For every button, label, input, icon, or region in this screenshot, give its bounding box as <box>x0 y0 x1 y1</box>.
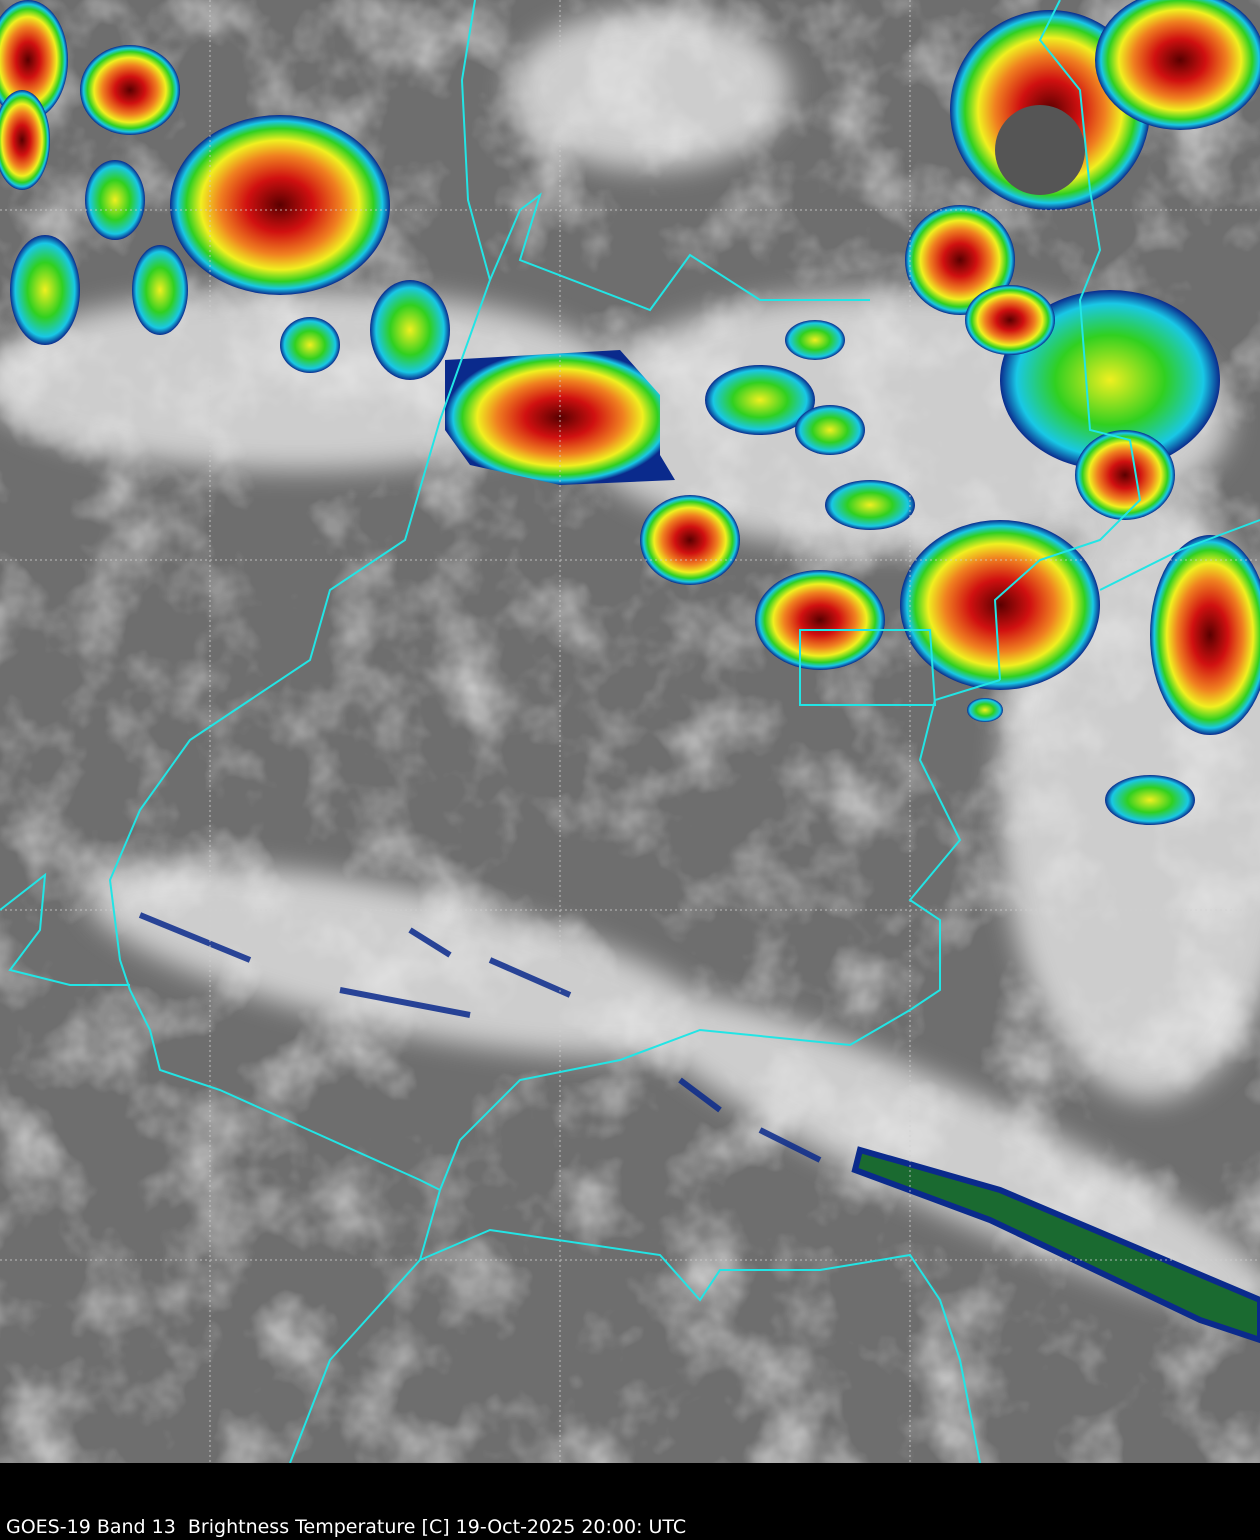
convective-storms <box>0 0 1260 1344</box>
storm-cell <box>1150 535 1260 735</box>
image-caption: GOES-19 Band 13 Brightness Temperature [… <box>6 1516 687 1538</box>
storm-cell <box>965 285 1055 355</box>
storm-cell <box>1105 775 1195 825</box>
storm-cell <box>995 105 1085 195</box>
satellite-image <box>0 0 1260 1463</box>
storm-cell <box>967 698 1003 722</box>
storm-band <box>851 1146 1260 1344</box>
storm-cell <box>1095 0 1260 130</box>
storm-cell <box>80 45 180 135</box>
storm-cell <box>795 405 865 455</box>
storm-cell <box>785 320 845 360</box>
storm-cell <box>900 520 1100 690</box>
storm-cell <box>755 570 885 670</box>
storm-cell <box>280 317 340 373</box>
storm-cell <box>0 0 68 120</box>
storm-cell <box>170 115 390 295</box>
storm-cell <box>132 245 188 335</box>
storm-cell <box>0 90 50 190</box>
storm-cell <box>10 235 80 345</box>
storm-cell <box>1000 290 1220 470</box>
lat-lon-grid <box>0 0 1260 1463</box>
storm-cell <box>85 160 145 240</box>
country-borders <box>0 0 1260 1463</box>
storm-cell <box>905 205 1015 315</box>
storm-cell <box>640 495 740 585</box>
storm-cell <box>445 350 675 485</box>
storm-cell <box>825 480 915 530</box>
storm-cell <box>1075 430 1175 520</box>
storm-cell <box>370 280 450 380</box>
storm-cell <box>705 365 815 435</box>
